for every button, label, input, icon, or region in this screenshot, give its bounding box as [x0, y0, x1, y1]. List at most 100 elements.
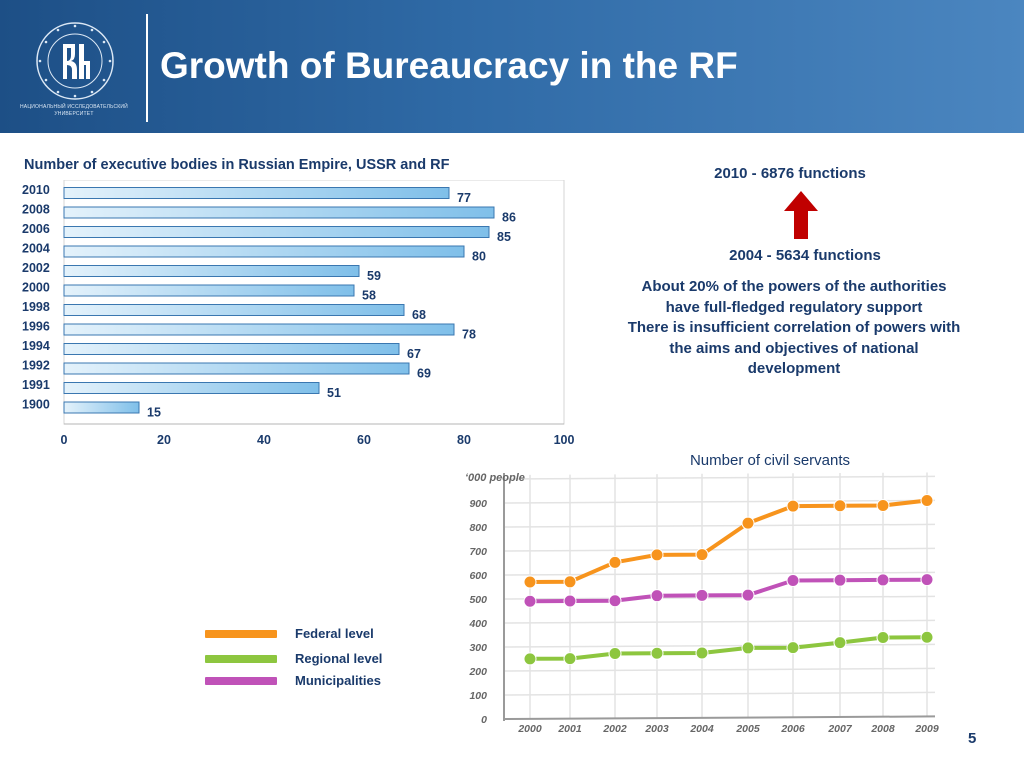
series-point: [650, 548, 664, 562]
bar-category-label: 2000: [22, 281, 50, 295]
legend-swatch-regional: [205, 655, 277, 663]
bar-category-label: 1998: [22, 300, 50, 314]
bar: [63, 362, 410, 375]
bar: [63, 323, 455, 336]
bar-category-label: 1900: [22, 398, 50, 412]
description-line: About 20% of the powers of the authoriti…: [641, 278, 947, 295]
bar-value-label: 67: [407, 347, 421, 361]
bar-value-label: 51: [327, 386, 341, 400]
header-divider: [146, 14, 148, 122]
functions-2004-text: 2004 - 5634 functions: [729, 247, 881, 264]
description-line: development: [747, 360, 841, 377]
bar: [63, 284, 355, 297]
description-line: There is insufficient correlation of pow…: [627, 319, 961, 336]
x-tick-label: 2000: [517, 723, 542, 735]
legend-label-municipal: Municipalities: [295, 673, 381, 688]
legend-label-federal: Federal level: [295, 626, 374, 641]
page-title: Growth of Bureaucracy in the RF: [160, 45, 738, 86]
series-point: [563, 652, 577, 666]
x-tick-label: 2002: [602, 723, 627, 735]
y-tick-label: 300: [469, 642, 487, 654]
y-tick-label: 400: [468, 618, 487, 630]
x-axis-line: [503, 715, 936, 720]
series-point: [833, 499, 847, 513]
series-point: [786, 641, 800, 655]
bar: [63, 226, 490, 238]
h-gridline: [503, 547, 936, 552]
series-point: [695, 548, 709, 562]
header-banner: НАЦИОНАЛЬНЫЙ ИССЛЕДОВАТЕЛЬСКИЙ УНИВЕРСИТ…: [0, 0, 1024, 133]
description-block: About 20% of the powers of the authoriti…: [598, 277, 990, 380]
y-tick-label: 700: [469, 546, 487, 558]
h-gridline: [503, 475, 936, 480]
series-point: [650, 589, 664, 603]
y-tick-label: 500: [469, 594, 487, 606]
bar-category-label: 2010: [22, 183, 50, 197]
series-point: [608, 555, 622, 569]
x-tick-label: 100: [554, 433, 575, 447]
bar-category-label: 1994: [22, 339, 50, 353]
bar: [63, 382, 320, 394]
bar-value-label: 59: [367, 269, 381, 283]
h-gridline: [503, 691, 936, 696]
x-tick-label: 2008: [870, 723, 895, 735]
h-gridline: [503, 667, 936, 672]
x-tick-label: 2006: [780, 723, 805, 735]
y-tick-label: 200: [468, 666, 487, 678]
logo-caption: НАЦИОНАЛЬНЫЙ ИССЛЕДОВАТЕЛЬСКИЙ УНИВЕРСИТ…: [20, 104, 128, 117]
legend-label-regional: Regional level: [295, 651, 383, 666]
y-tick-label: 0: [481, 714, 487, 726]
series-point: [920, 573, 934, 587]
series-point: [650, 646, 664, 660]
series-point: [563, 575, 577, 589]
series-point: [563, 594, 577, 608]
bar-category-label: 2008: [22, 203, 50, 217]
series-point: [741, 641, 755, 655]
h-gridline: [503, 523, 936, 528]
bar-value-label: 85: [497, 230, 511, 244]
series-point: [608, 594, 622, 608]
series-point: [695, 646, 709, 660]
y-tick-label: 600: [469, 570, 487, 582]
y-tick-label: 900: [469, 498, 487, 510]
h-gridline: [503, 571, 936, 576]
series-point: [523, 652, 537, 666]
x-tick-label: 20: [157, 433, 171, 447]
bar-value-label: 80: [472, 250, 486, 264]
series-line-1: [529, 635, 928, 661]
x-tick-label: 2003: [644, 723, 669, 735]
x-tick-label: 60: [357, 433, 371, 447]
legend-swatch-federal: [205, 630, 277, 638]
x-tick-label: 2005: [735, 723, 760, 735]
bar: [63, 206, 495, 219]
x-tick-label: 2001: [557, 723, 582, 735]
series-line-0: [529, 498, 928, 584]
series-line-2: [529, 577, 928, 604]
y-tick-label: 800: [469, 522, 487, 534]
executive-bodies-bar-chart: 2010 77 2008 86 2006 85 2004 80 2002 59 2000 58 1998…: [22, 180, 575, 447]
bar-category-label: 2002: [22, 261, 50, 275]
functions-2010-text: 2010 - 6876 functions: [714, 165, 866, 182]
series-point: [920, 630, 934, 644]
bar-value-label: 58: [362, 289, 376, 303]
bar-value-label: 68: [412, 308, 426, 322]
series-point: [833, 573, 847, 587]
series-point: [523, 575, 537, 589]
bar-category-label: 2006: [22, 222, 50, 236]
series-point: [833, 636, 847, 650]
bar: [63, 187, 450, 199]
series-point: [786, 573, 800, 587]
line-chart-title: Number of civil servants: [689, 452, 851, 469]
bar-chart-title: Number of executive bodies in Russian Em…: [24, 157, 450, 173]
university-logo-icon: [36, 22, 114, 100]
x-tick-label: 2007: [827, 723, 853, 735]
bar-value-label: 86: [502, 211, 516, 225]
bar: [63, 265, 360, 277]
bar: [63, 304, 405, 316]
h-gridline: [503, 499, 936, 504]
series-point: [695, 588, 709, 602]
civil-servants-line-chart: ‘000 people 0 100 200 300 400 500 600 700 800 900 2…: [465, 472, 939, 735]
bar-category-label: 1991: [22, 378, 50, 392]
series-point: [920, 493, 934, 507]
series-point: [876, 573, 890, 587]
